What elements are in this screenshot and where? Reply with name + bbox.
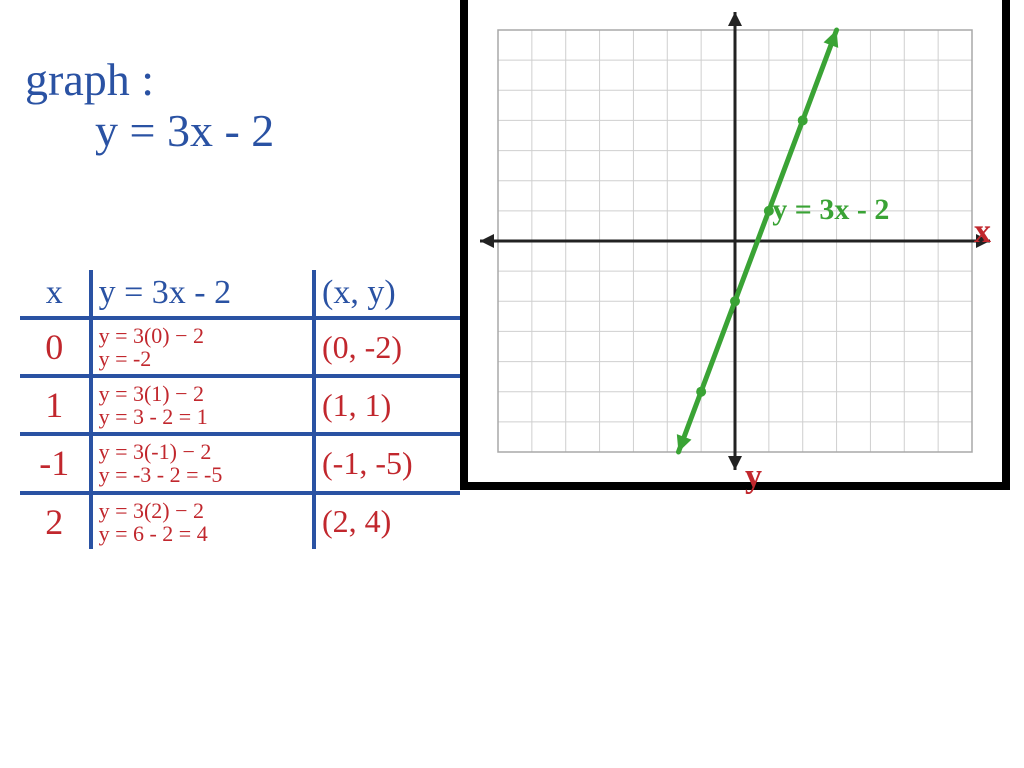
title-line-1: graph : <box>25 55 274 106</box>
y-axis-label: y <box>745 458 762 496</box>
work-line: y = 6 - 2 = 4 <box>99 522 306 545</box>
coordinate-plane: y = 3x - 2 x y <box>460 0 1010 490</box>
cell-x: 1 <box>20 378 93 432</box>
title-block: graph : y = 3x - 2 <box>25 55 274 156</box>
cell-work: y = 3(1) − 2 y = 3 - 2 = 1 <box>93 378 316 432</box>
work-line: y = 3(1) − 2 <box>99 382 306 405</box>
cell-x: 0 <box>20 320 93 374</box>
table-header-row: x y = 3x - 2 (x, y) <box>20 270 460 320</box>
header-point: (x, y) <box>316 270 460 316</box>
work-line: y = 3(2) − 2 <box>99 499 306 522</box>
header-x: x <box>20 270 93 316</box>
cell-work: y = 3(0) − 2 y = -2 <box>93 320 316 374</box>
title-line-2: y = 3x - 2 <box>95 106 274 157</box>
table-row: 2 y = 3(2) − 2 y = 6 - 2 = 4 (2, 4) <box>20 495 460 549</box>
work-line: y = -2 <box>99 347 306 370</box>
work-line: y = 3 - 2 = 1 <box>99 405 306 428</box>
cell-x: 2 <box>20 495 93 549</box>
value-table: x y = 3x - 2 (x, y) 0 y = 3(0) − 2 y = -… <box>20 270 460 549</box>
table-row: 1 y = 3(1) − 2 y = 3 - 2 = 1 (1, 1) <box>20 378 460 436</box>
cell-point: (0, -2) <box>316 320 460 374</box>
x-axis-label: x <box>974 213 991 251</box>
cell-point: (-1, -5) <box>316 436 460 490</box>
table-row: -1 y = 3(-1) − 2 y = -3 - 2 = -5 (-1, -5… <box>20 436 460 494</box>
table-row: 0 y = 3(0) − 2 y = -2 (0, -2) <box>20 320 460 378</box>
cell-point: (2, 4) <box>316 495 460 549</box>
cell-work: y = 3(2) − 2 y = 6 - 2 = 4 <box>93 495 316 549</box>
work-line: y = 3(-1) − 2 <box>99 440 306 463</box>
work-line: y = 3(0) − 2 <box>99 324 306 347</box>
cell-point: (1, 1) <box>316 378 460 432</box>
cell-x: -1 <box>20 436 93 490</box>
cell-work: y = 3(-1) − 2 y = -3 - 2 = -5 <box>93 436 316 490</box>
chart-svg <box>468 0 1002 482</box>
header-function: y = 3x - 2 <box>93 270 316 316</box>
work-line: y = -3 - 2 = -5 <box>99 463 306 486</box>
